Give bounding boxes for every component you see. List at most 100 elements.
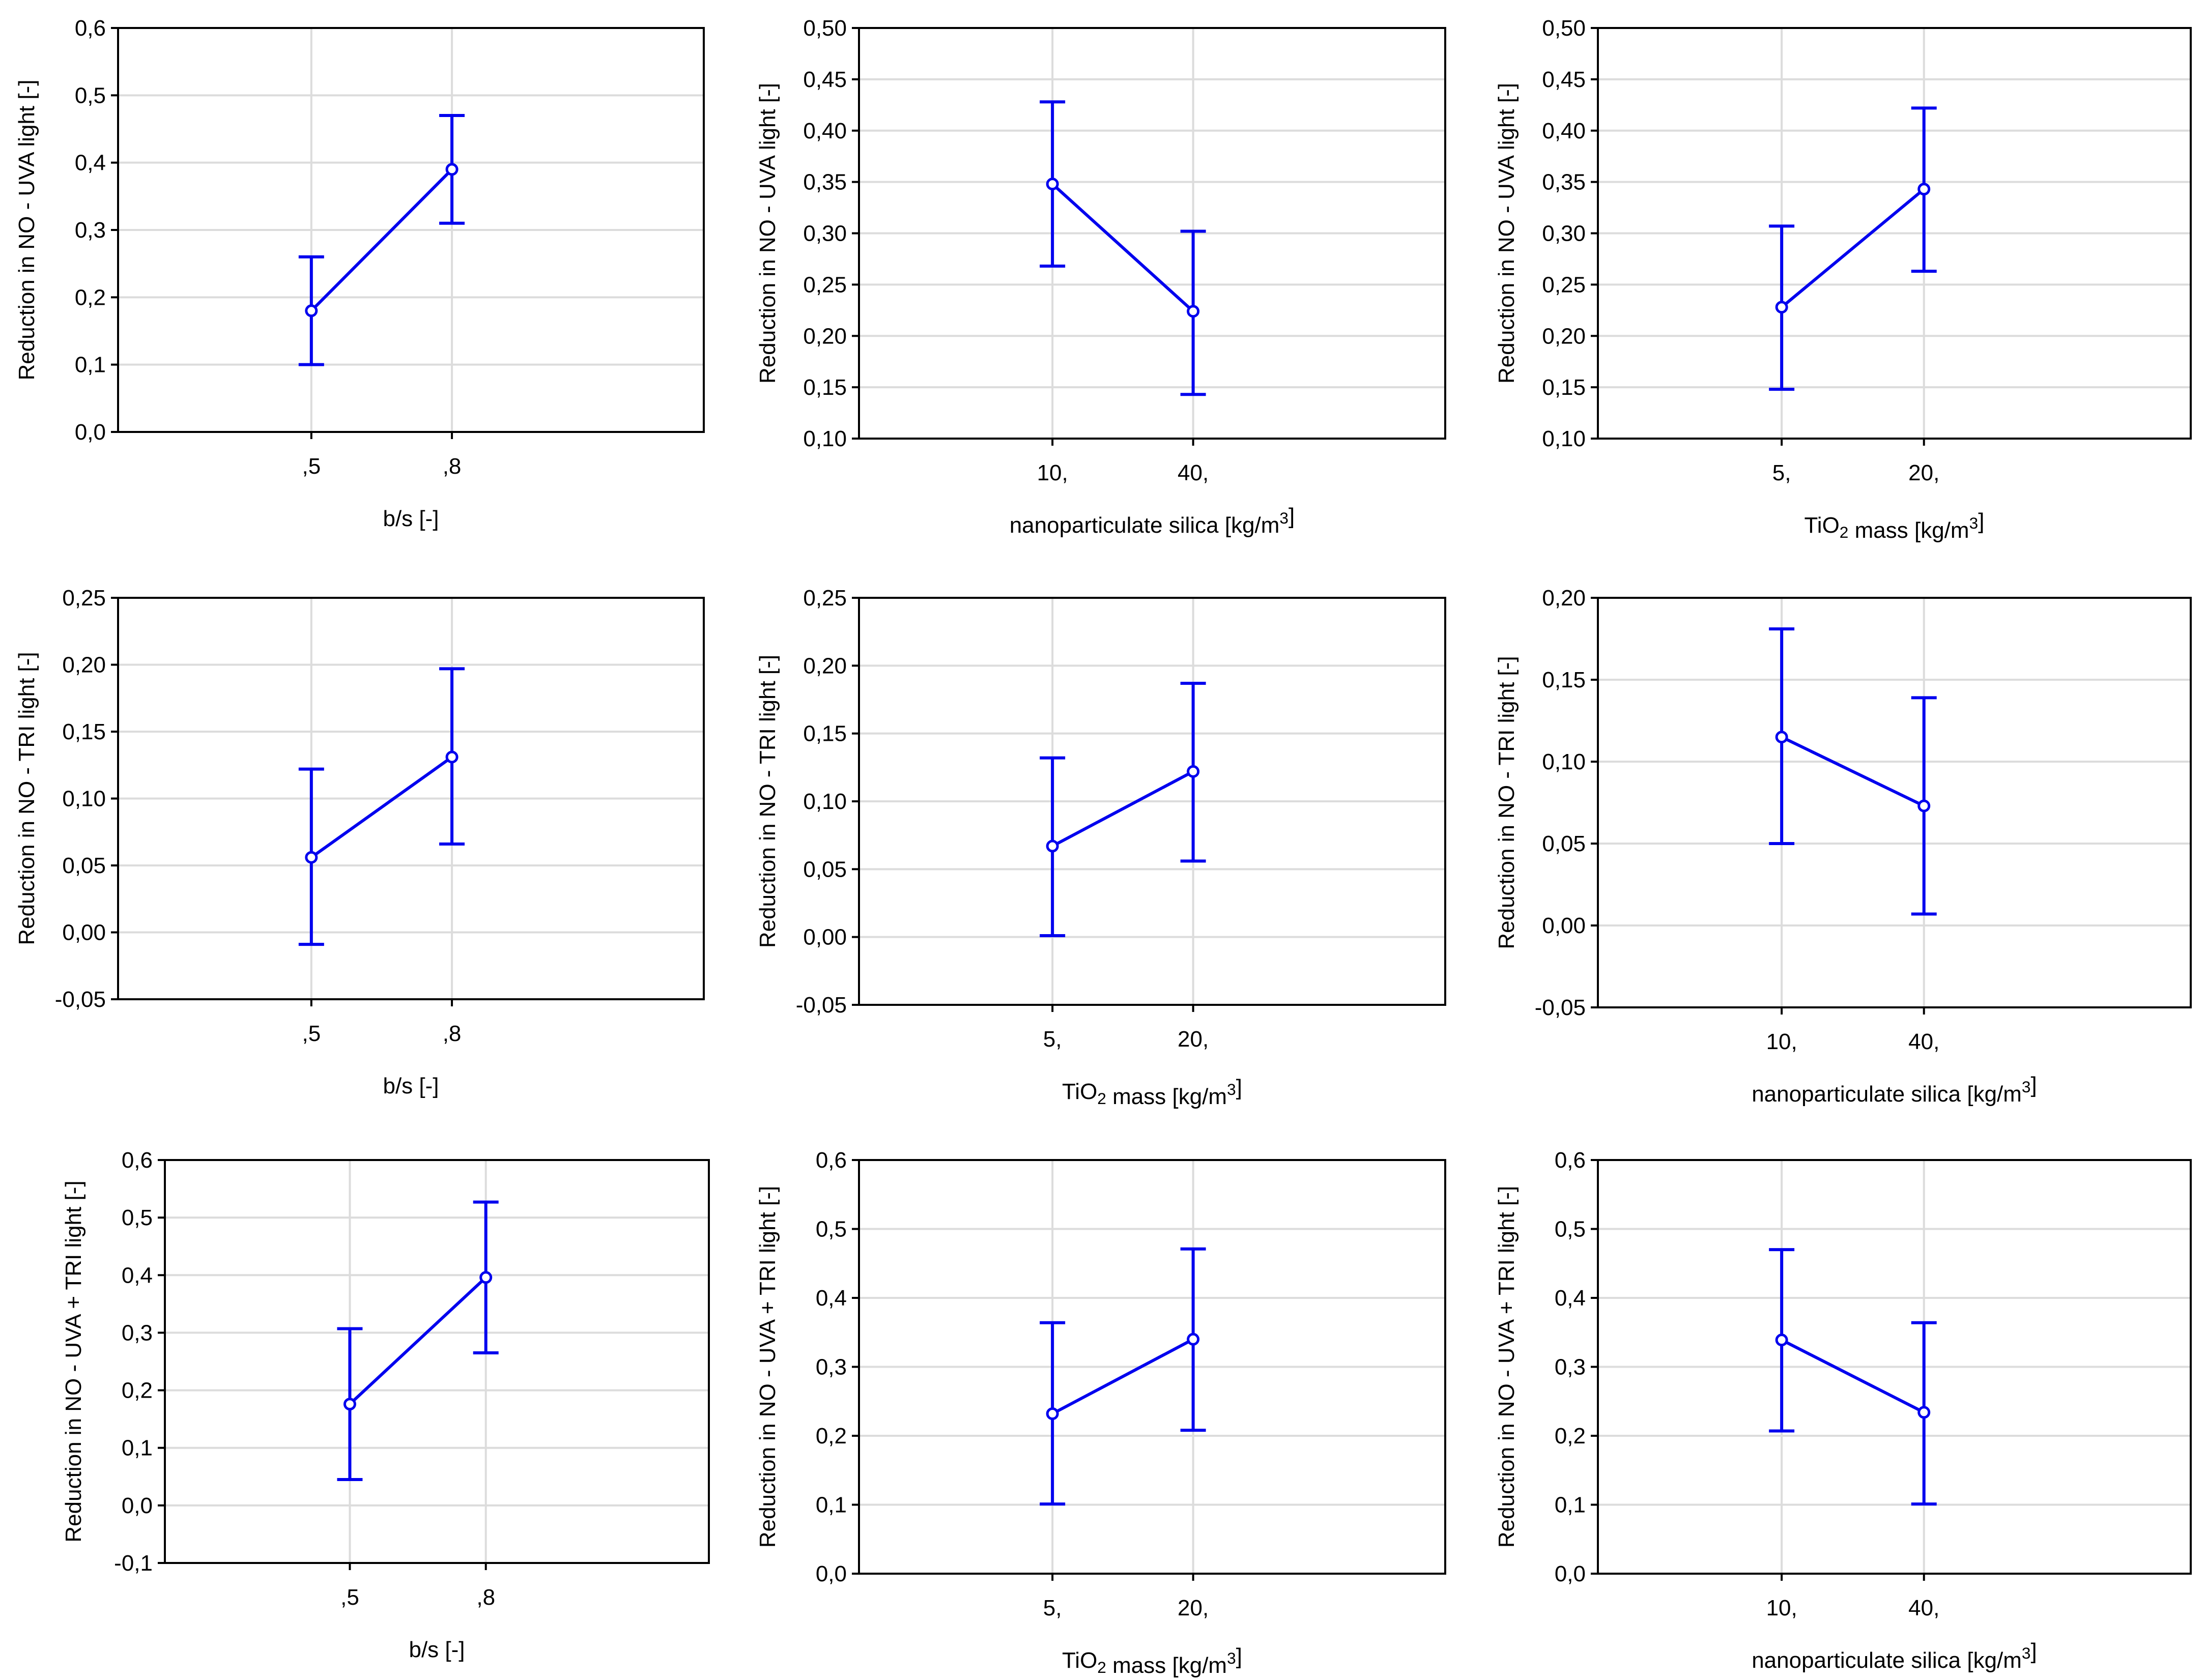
chart-panel-9: 0,0 0,1 0,2 0,3 0,4 0,5 0,6 10, 40, nanoparticula… [1494, 1148, 2192, 1673]
y-tick-label: 0,05 [1542, 831, 1586, 856]
y-tick-label: 0,15 [1542, 668, 1586, 692]
x-tick-label: 5, [1043, 1596, 1062, 1620]
mean-line [1781, 188, 1925, 309]
mean-point [445, 163, 459, 176]
y-tick-label: 0,10 [62, 787, 106, 812]
y-tick-label: 0,5 [122, 1205, 153, 1230]
mean-point [479, 1271, 493, 1284]
y-tick-label: 0,45 [803, 67, 847, 92]
mean-point [1775, 731, 1788, 744]
chart-panel-6: -0,05 0,00 0,05 0,10 0,15 0,20 10, 40, nanoparti… [1494, 586, 2192, 1107]
chart-panel-7: -0,1 0,0 0,1 0,2 0,3 0,4 0,5 0,6 ,5 ,8 b/s [-] Redu… [61, 1148, 710, 1662]
x-tick-label: ,5 [340, 1585, 359, 1610]
x-tick-label: 5, [1043, 1027, 1062, 1052]
mean-point [1046, 178, 1059, 191]
y-tick-label: 0,4 [122, 1263, 153, 1288]
y-axis-title: Reduction in NO - UVA light [-] [1494, 83, 1519, 384]
y-tick-label: 0,00 [803, 925, 847, 950]
y-tick-label: 0,6 [75, 16, 106, 41]
y-tick-label: 0,4 [816, 1286, 847, 1311]
x-tick-label: 20, [1178, 1027, 1209, 1052]
y-axis-title: Reduction in NO - TRI light [-] [1494, 656, 1519, 949]
y-tick-label: 0,30 [1542, 221, 1586, 246]
mean-point [1187, 1333, 1200, 1346]
mean-point [1046, 839, 1059, 853]
y-tick-label: 0,45 [1542, 67, 1586, 92]
y-tick-label: 0,3 [75, 218, 106, 243]
x-axis-title: TiO2 mass [kg/m3] [1062, 1644, 1242, 1678]
mean-point [305, 851, 318, 864]
y-axis-title: Reduction in NO - TRI light [-] [755, 655, 780, 948]
y-tick-label: 0,15 [803, 721, 847, 746]
mean-line [1051, 1338, 1194, 1415]
y-tick-label: 0,0 [122, 1493, 153, 1518]
mean-point [445, 750, 459, 764]
y-axis-title: Reduction in NO - TRI light [-] [14, 652, 39, 945]
x-tick-label: ,8 [443, 454, 462, 479]
y-tick-label: 0,25 [803, 272, 847, 297]
y-tick-label: 0,30 [803, 221, 847, 246]
chart-panel-1: 0,0 0,1 0,2 0,3 0,4 0,5 0,6 ,5 ,8 b/s [-] Reductio… [14, 16, 705, 531]
y-tick-label: 0,4 [1555, 1286, 1586, 1311]
x-tick-label: 20, [1908, 460, 1939, 485]
y-tick-label: 0,3 [816, 1355, 847, 1380]
y-tick-label: 0,15 [803, 375, 847, 400]
mean-point [1046, 1407, 1059, 1421]
mean-line [1781, 1338, 1925, 1414]
y-tick-label: 0,1 [75, 353, 106, 378]
y-tick-label: 0,1 [816, 1493, 847, 1518]
y-tick-label: 0,40 [1542, 119, 1586, 143]
mean-line [310, 756, 453, 859]
mean-line [349, 1276, 487, 1405]
mean-point [305, 304, 318, 317]
y-tick-label: 0,0 [816, 1561, 847, 1586]
y-tick-label: -0,05 [1535, 995, 1586, 1020]
mean-point [1917, 183, 1931, 196]
x-tick-label: 10, [1766, 1029, 1797, 1054]
y-tick-label: 0,35 [1542, 170, 1586, 195]
mean-line [1781, 735, 1925, 807]
y-tick-label: 0,1 [122, 1436, 153, 1461]
y-tick-label: 0,15 [62, 719, 106, 744]
x-tick-label: 10, [1766, 1596, 1797, 1620]
x-tick-label: ,5 [302, 454, 321, 479]
x-axis-title: TiO2 mass [kg/m3] [1804, 509, 1985, 543]
y-tick-label: 0,5 [816, 1217, 847, 1242]
y-tick-label: 0,5 [1555, 1217, 1586, 1242]
plot-frame [1597, 597, 2192, 1008]
mean-point [1187, 765, 1200, 778]
x-tick-label: 5, [1772, 460, 1791, 485]
y-tick-label: 0,4 [75, 151, 106, 176]
mean-point [1187, 305, 1200, 318]
y-tick-label: 0,10 [803, 789, 847, 814]
x-tick-label: 40, [1908, 1029, 1939, 1054]
y-axis-title: Reduction in NO - UVA + TRI light [-] [61, 1180, 86, 1542]
y-axis-title: Reduction in NO - UVA light [-] [755, 83, 780, 384]
y-tick-label: 0,25 [803, 586, 847, 611]
y-tick-label: 0,20 [1542, 324, 1586, 349]
y-tick-label: 0,6 [816, 1148, 847, 1173]
y-tick-label: 0,35 [803, 170, 847, 195]
x-axis-title: b/s [-] [383, 506, 439, 531]
y-tick-label: -0,05 [796, 993, 847, 1018]
x-axis-title: b/s [-] [409, 1637, 465, 1662]
y-tick-label: 0,2 [75, 285, 106, 310]
mean-line [310, 168, 453, 312]
x-tick-label: 40, [1178, 460, 1209, 485]
y-tick-label: 0,20 [1542, 586, 1586, 611]
mean-point [1775, 1334, 1788, 1347]
y-tick-label: 0,40 [803, 119, 847, 143]
y-tick-label: -0,1 [114, 1551, 153, 1576]
x-tick-label: ,5 [302, 1021, 321, 1046]
y-tick-label: 0,6 [122, 1148, 153, 1173]
x-axis-title: TiO2 mass [kg/m3] [1062, 1075, 1242, 1109]
y-tick-label: 0,25 [1542, 272, 1586, 297]
y-tick-label: 0,15 [1542, 375, 1586, 400]
x-tick-label: 40, [1908, 1596, 1939, 1620]
mean-point [1775, 301, 1788, 314]
x-axis-title: nanoparticulate silica [kg/m3] [1752, 1639, 2037, 1673]
x-tick-label: ,8 [443, 1021, 462, 1046]
x-tick-label: 20, [1178, 1596, 1209, 1620]
y-tick-label: 0,2 [1555, 1424, 1586, 1449]
